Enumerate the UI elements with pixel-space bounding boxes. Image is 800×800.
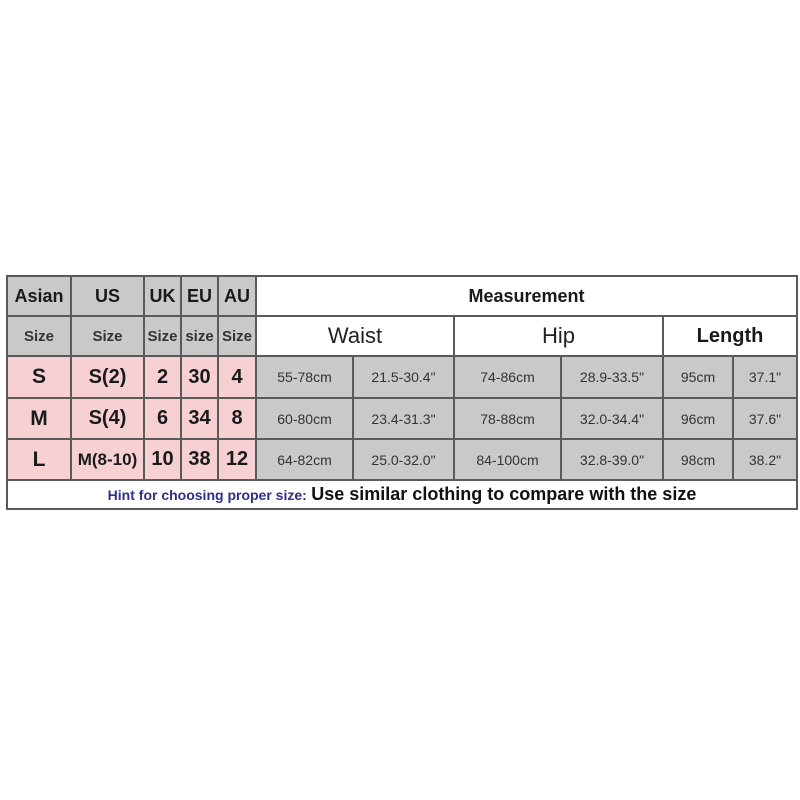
cell-asian: L [6, 438, 72, 481]
header-measurement: Measurement [254, 275, 799, 317]
size-chart-table: Asian US UK EU AU Measurement Size Size … [5, 275, 799, 510]
cell-waist-in: 21.5-30.4" [352, 355, 455, 399]
cell-waist-cm: 60-80cm [255, 397, 354, 440]
cell-uk: 10 [143, 438, 182, 481]
cell-hip-cm: 74-86cm [453, 355, 562, 399]
header-hip: Hip [453, 315, 664, 357]
header-eu: EU [180, 275, 219, 317]
cell-waist-cm: 55-78cm [255, 355, 354, 399]
cell-hip-in: 32.0-34.4" [560, 397, 664, 440]
cell-au: 8 [217, 397, 257, 440]
header-au: AU [217, 275, 257, 317]
cell-waist-in: 23.4-31.3" [352, 397, 455, 440]
header-waist: Waist [255, 315, 455, 357]
table-row: L M(8-10) 10 38 12 64-82cm 25.0-32.0" 84… [6, 438, 799, 481]
header-asian-sub: Size [6, 315, 72, 357]
cell-length-in: 37.6" [731, 397, 799, 440]
cell-length-cm: 95cm [662, 355, 734, 399]
cell-us: S(2) [70, 355, 145, 399]
hint-label: Hint for choosing proper size: [107, 487, 307, 503]
cell-us: S(4) [70, 397, 145, 440]
header-au-sub: Size [217, 315, 257, 357]
cell-uk: 6 [143, 397, 182, 440]
cell-au: 12 [217, 438, 257, 481]
cell-waist-in: 25.0-32.0" [352, 438, 455, 481]
header-uk-sub: Size [143, 315, 182, 357]
table-row: M S(4) 6 34 8 60-80cm 23.4-31.3" 78-88cm… [6, 397, 799, 440]
cell-eu: 30 [180, 355, 219, 399]
cell-asian: S [6, 355, 72, 399]
header-uk: UK [143, 275, 182, 317]
cell-length-in: 37.1" [731, 355, 799, 399]
cell-hip-cm: 78-88cm [453, 397, 562, 440]
hint-row: Hint for choosing proper size: Use simil… [5, 479, 799, 510]
cell-eu: 38 [180, 438, 219, 481]
header-eu-sub: size [180, 315, 219, 357]
cell-hip-cm: 84-100cm [453, 438, 562, 481]
cell-length-cm: 98cm [662, 438, 734, 481]
cell-au: 4 [217, 355, 257, 399]
header-asian: Asian [6, 275, 72, 317]
header-us-sub: Size [70, 315, 145, 357]
cell-hip-in: 32.8-39.0" [560, 438, 664, 481]
cell-uk: 2 [143, 355, 182, 399]
cell-asian: M [6, 397, 72, 440]
header-us: US [70, 275, 145, 317]
cell-waist-cm: 64-82cm [255, 438, 354, 481]
hint-text: Use similar clothing to compare with the… [311, 484, 697, 504]
cell-length-cm: 96cm [662, 397, 734, 440]
cell-hip-in: 28.9-33.5" [560, 355, 664, 399]
table-row: S S(2) 2 30 4 55-78cm 21.5-30.4" 74-86cm… [6, 355, 799, 399]
cell-us: M(8-10) [70, 438, 145, 481]
cell-length-in: 38.2" [731, 438, 799, 481]
cell-eu: 34 [180, 397, 219, 440]
header-length: Length [661, 315, 799, 357]
